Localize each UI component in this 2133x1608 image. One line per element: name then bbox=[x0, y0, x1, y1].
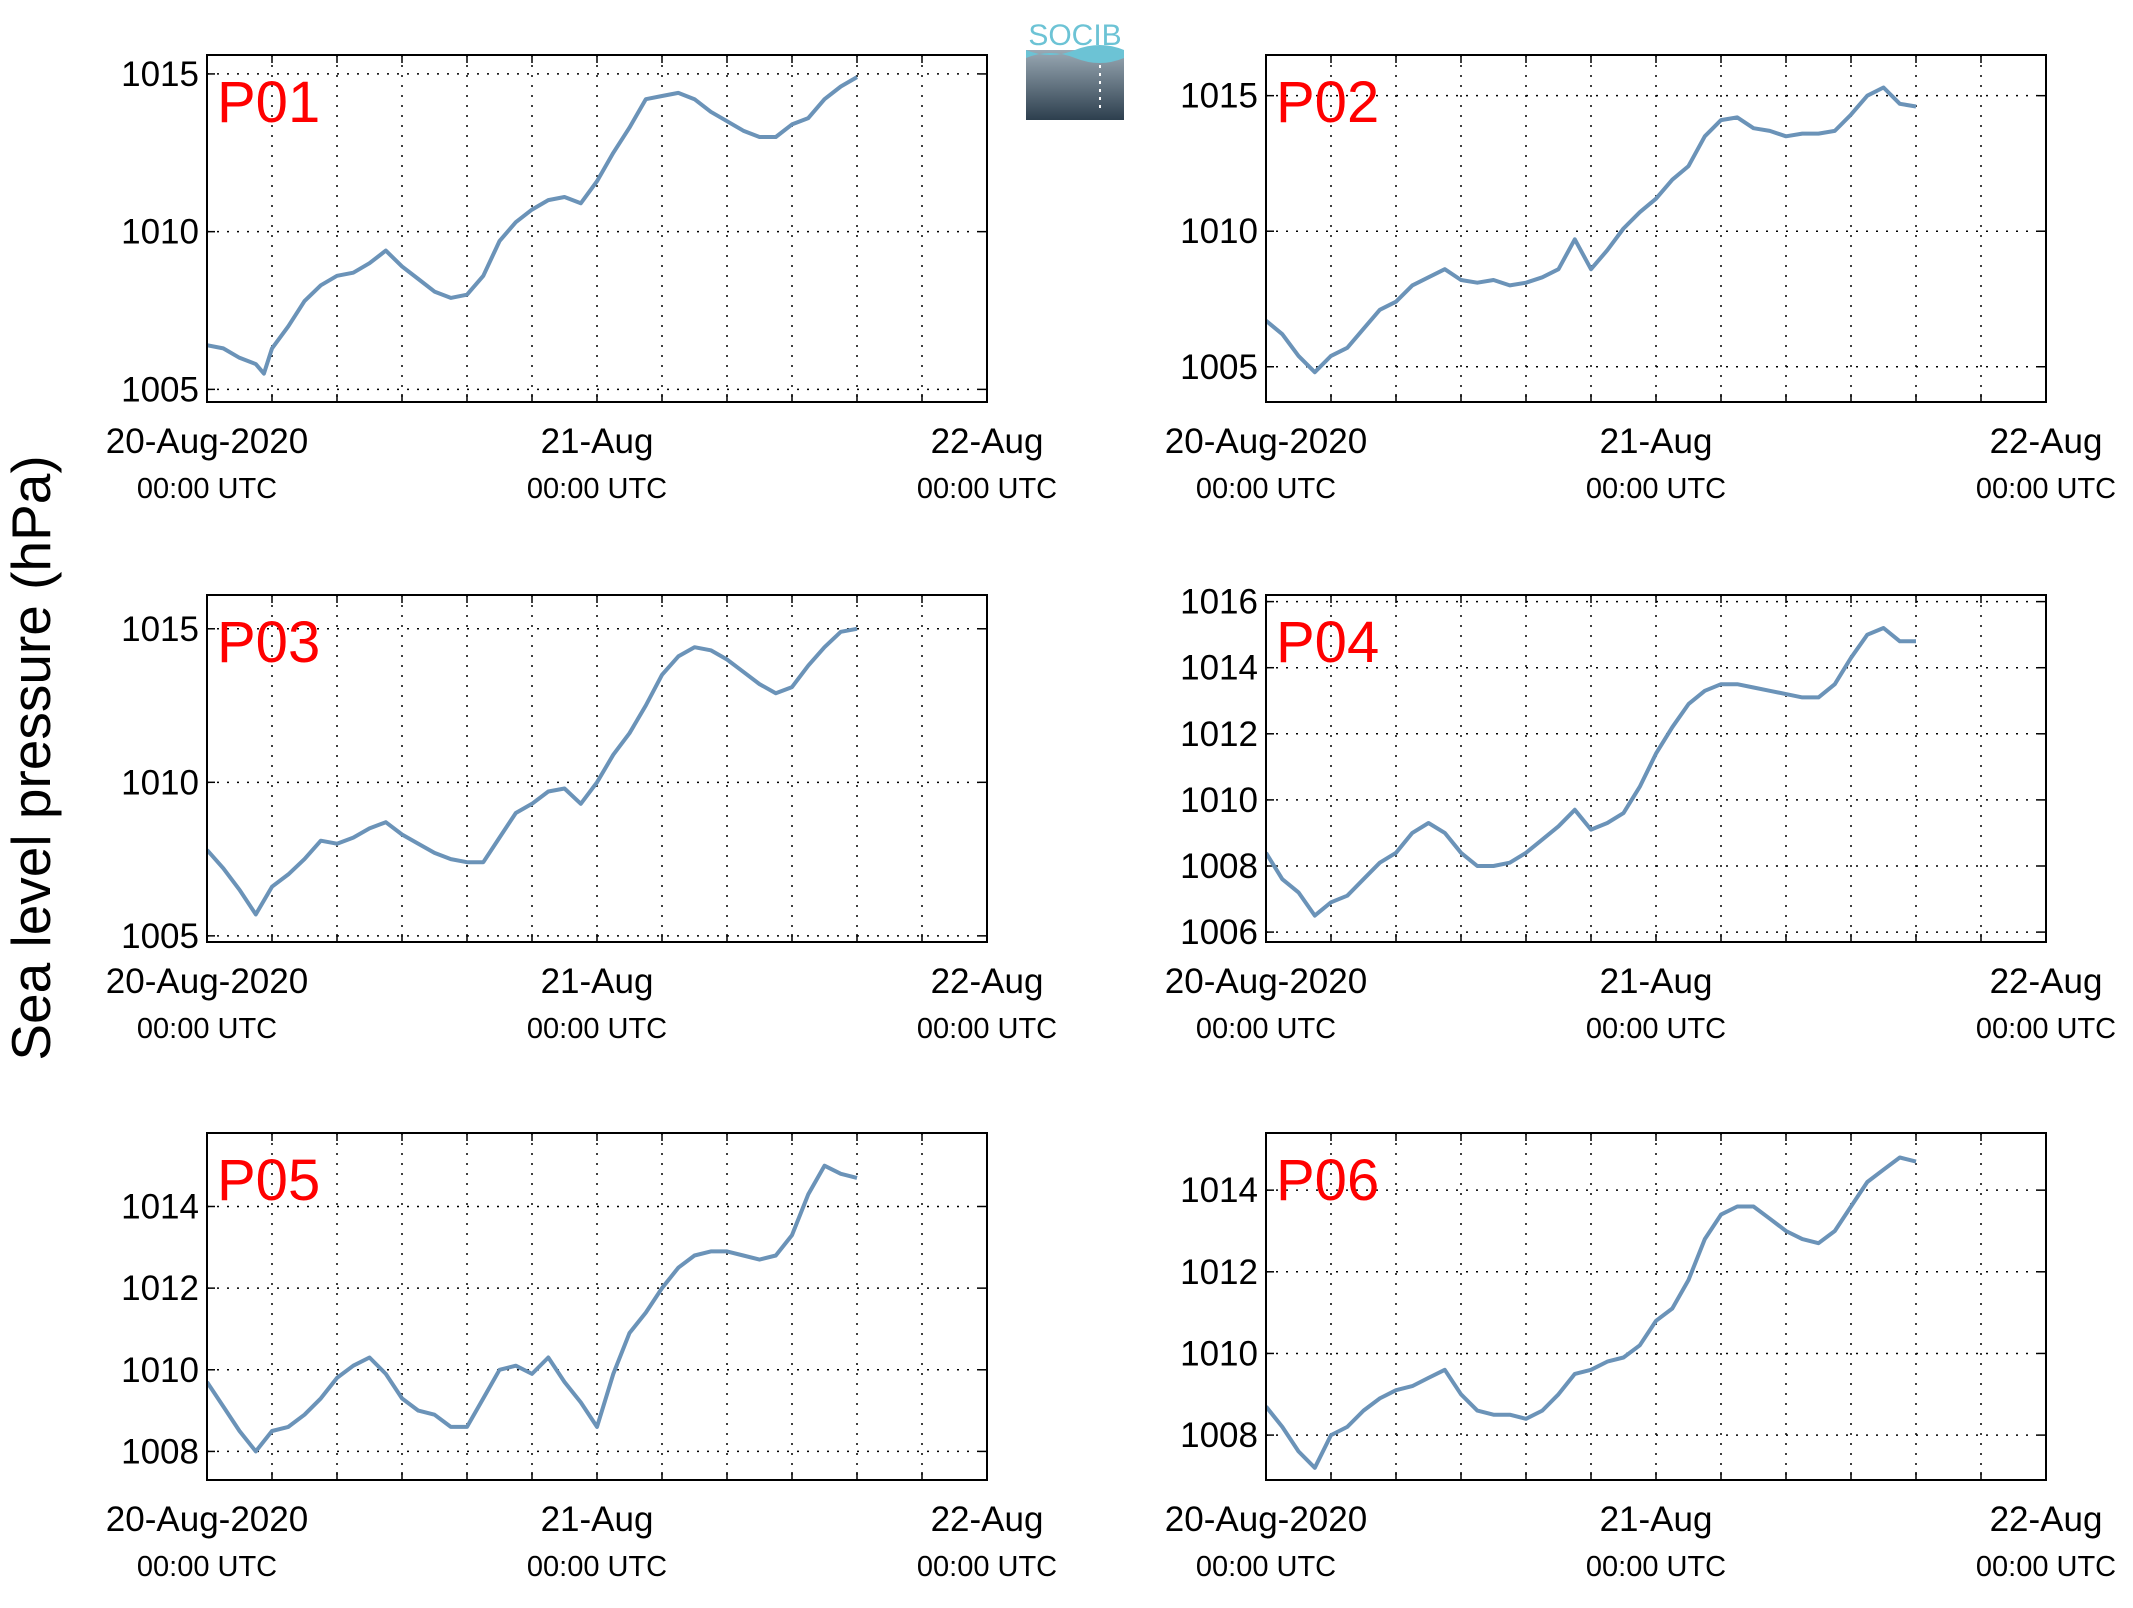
y-tick-label: 1010 bbox=[121, 763, 199, 802]
y-tick-label: 1006 bbox=[1180, 913, 1258, 952]
panel-label: P06 bbox=[1276, 1148, 1379, 1213]
chart-panel-5: 1008 1010 1012 1014 20-Aug-2020 00:00 UTC 21-A… bbox=[106, 1132, 1057, 1583]
y-tick-label: 1014 bbox=[1180, 649, 1258, 688]
y-tick-label: 1010 bbox=[1180, 781, 1258, 820]
x-tick-label-time: 00:00 UTC bbox=[917, 1551, 1057, 1583]
x-tick-label-time: 00:00 UTC bbox=[137, 1551, 277, 1583]
series-line bbox=[207, 75, 859, 376]
x-tick-label-date: 20-Aug-2020 bbox=[106, 422, 308, 461]
chart-panel-6: 1008 1010 1012 1014 20-Aug-2020 00:00 UTC 21-A… bbox=[1165, 1132, 2116, 1583]
y-tick-label: 1005 bbox=[1180, 348, 1258, 387]
x-tick-label-date: 22-Aug bbox=[1990, 422, 2103, 461]
plot-frame bbox=[206, 594, 988, 943]
x-tick-label-time: 00:00 UTC bbox=[137, 473, 277, 505]
x-tick-label-time: 00:00 UTC bbox=[1196, 1551, 1336, 1583]
x-tick-label-date: 21-Aug bbox=[541, 422, 654, 461]
y-tick-label: 1015 bbox=[121, 55, 199, 94]
y-tick-label: 1014 bbox=[121, 1187, 199, 1226]
plot-frame bbox=[1265, 594, 2047, 943]
x-tick-label-date: 22-Aug bbox=[931, 422, 1044, 461]
logo-text: SOCIB bbox=[1028, 19, 1121, 52]
x-tick-label-date: 20-Aug-2020 bbox=[1165, 422, 1367, 461]
plot-frame bbox=[206, 1132, 988, 1481]
x-tick-label-date: 22-Aug bbox=[1990, 1500, 2103, 1539]
y-tick-label: 1014 bbox=[1180, 1171, 1258, 1210]
x-tick-label-time: 00:00 UTC bbox=[527, 1013, 667, 1045]
x-tick-label-date: 22-Aug bbox=[931, 1500, 1044, 1539]
x-tick-label-date: 22-Aug bbox=[931, 962, 1044, 1001]
x-tick-label-time: 00:00 UTC bbox=[527, 1551, 667, 1583]
x-tick-label-time: 00:00 UTC bbox=[917, 1013, 1057, 1045]
panel-label: P03 bbox=[217, 610, 320, 675]
chart-panel-3: 1005 1010 1015 20-Aug-2020 00:00 UTC 21-Aug 00… bbox=[106, 594, 1057, 1045]
chart-panel-1: 1005 1010 1015 20-Aug-2020 00:00 UTC 21-Aug 00… bbox=[106, 54, 1057, 505]
plot-frame bbox=[1265, 54, 2047, 403]
y-tick-label: 1008 bbox=[1180, 1416, 1258, 1455]
x-tick-label-time: 00:00 UTC bbox=[1586, 1013, 1726, 1045]
y-tick-label: 1012 bbox=[1180, 715, 1258, 754]
series-line bbox=[207, 1163, 858, 1454]
x-tick-label-date: 21-Aug bbox=[1600, 1500, 1713, 1539]
plot-frame bbox=[1265, 1132, 2047, 1481]
x-tick-label-time: 00:00 UTC bbox=[1976, 1551, 2116, 1583]
y-tick-label: 1012 bbox=[1180, 1253, 1258, 1292]
x-tick-label-time: 00:00 UTC bbox=[137, 1013, 277, 1045]
y-tick-label: 1010 bbox=[121, 213, 199, 252]
x-tick-label-date: 21-Aug bbox=[541, 1500, 654, 1539]
x-tick-label-time: 00:00 UTC bbox=[1586, 473, 1726, 505]
y-tick-label: 1008 bbox=[1180, 847, 1258, 886]
x-tick-label-time: 00:00 UTC bbox=[1586, 1551, 1726, 1583]
y-tick-label: 1010 bbox=[1180, 1334, 1258, 1373]
panel-label: P05 bbox=[217, 1148, 320, 1213]
panel-label: P02 bbox=[1276, 70, 1379, 135]
y-tick-label: 1016 bbox=[1180, 583, 1258, 622]
x-tick-label-time: 00:00 UTC bbox=[1196, 1013, 1336, 1045]
y-axis-label: Sea level pressure (hPa) bbox=[0, 455, 62, 1060]
x-tick-label-date: 22-Aug bbox=[1990, 962, 2103, 1001]
x-tick-label-date: 20-Aug-2020 bbox=[106, 1500, 308, 1539]
series-line bbox=[207, 626, 858, 917]
y-tick-label: 1005 bbox=[121, 917, 199, 956]
panel-label: P04 bbox=[1276, 610, 1379, 675]
x-tick-label-time: 00:00 UTC bbox=[1196, 473, 1336, 505]
plot-frame bbox=[206, 54, 988, 403]
panel-label: P01 bbox=[217, 70, 320, 135]
x-tick-label-date: 20-Aug-2020 bbox=[106, 962, 308, 1001]
x-tick-label-date: 20-Aug-2020 bbox=[1165, 1500, 1367, 1539]
series-line bbox=[1266, 626, 1916, 918]
y-tick-label: 1015 bbox=[1180, 77, 1258, 116]
y-tick-label: 1008 bbox=[121, 1432, 199, 1471]
x-tick-label-time: 00:00 UTC bbox=[527, 473, 667, 505]
chart-panel-4: 1006 1008 1010 1012 1014 1016 20-Aug-2020 00:00… bbox=[1165, 583, 2116, 1045]
x-tick-label-time: 00:00 UTC bbox=[917, 473, 1057, 505]
x-tick-label-date: 21-Aug bbox=[1600, 962, 1713, 1001]
x-tick-label-date: 21-Aug bbox=[541, 962, 654, 1001]
y-tick-label: 1010 bbox=[1180, 212, 1258, 251]
series-line bbox=[1266, 85, 1917, 375]
series-line bbox=[1266, 1155, 1917, 1470]
chart-panel-2: 1005 1010 1015 20-Aug-2020 00:00 UTC 21-Aug 00… bbox=[1165, 54, 2116, 505]
x-tick-label-time: 00:00 UTC bbox=[1976, 473, 2116, 505]
y-tick-label: 1005 bbox=[121, 370, 199, 409]
y-tick-label: 1010 bbox=[121, 1351, 199, 1390]
y-tick-label: 1015 bbox=[121, 610, 199, 649]
x-tick-label-date: 21-Aug bbox=[1600, 422, 1713, 461]
socib-logo: SOCIB bbox=[1026, 19, 1124, 120]
x-tick-label-date: 20-Aug-2020 bbox=[1165, 962, 1367, 1001]
y-tick-label: 1012 bbox=[121, 1269, 199, 1308]
x-tick-label-time: 00:00 UTC bbox=[1976, 1013, 2116, 1045]
